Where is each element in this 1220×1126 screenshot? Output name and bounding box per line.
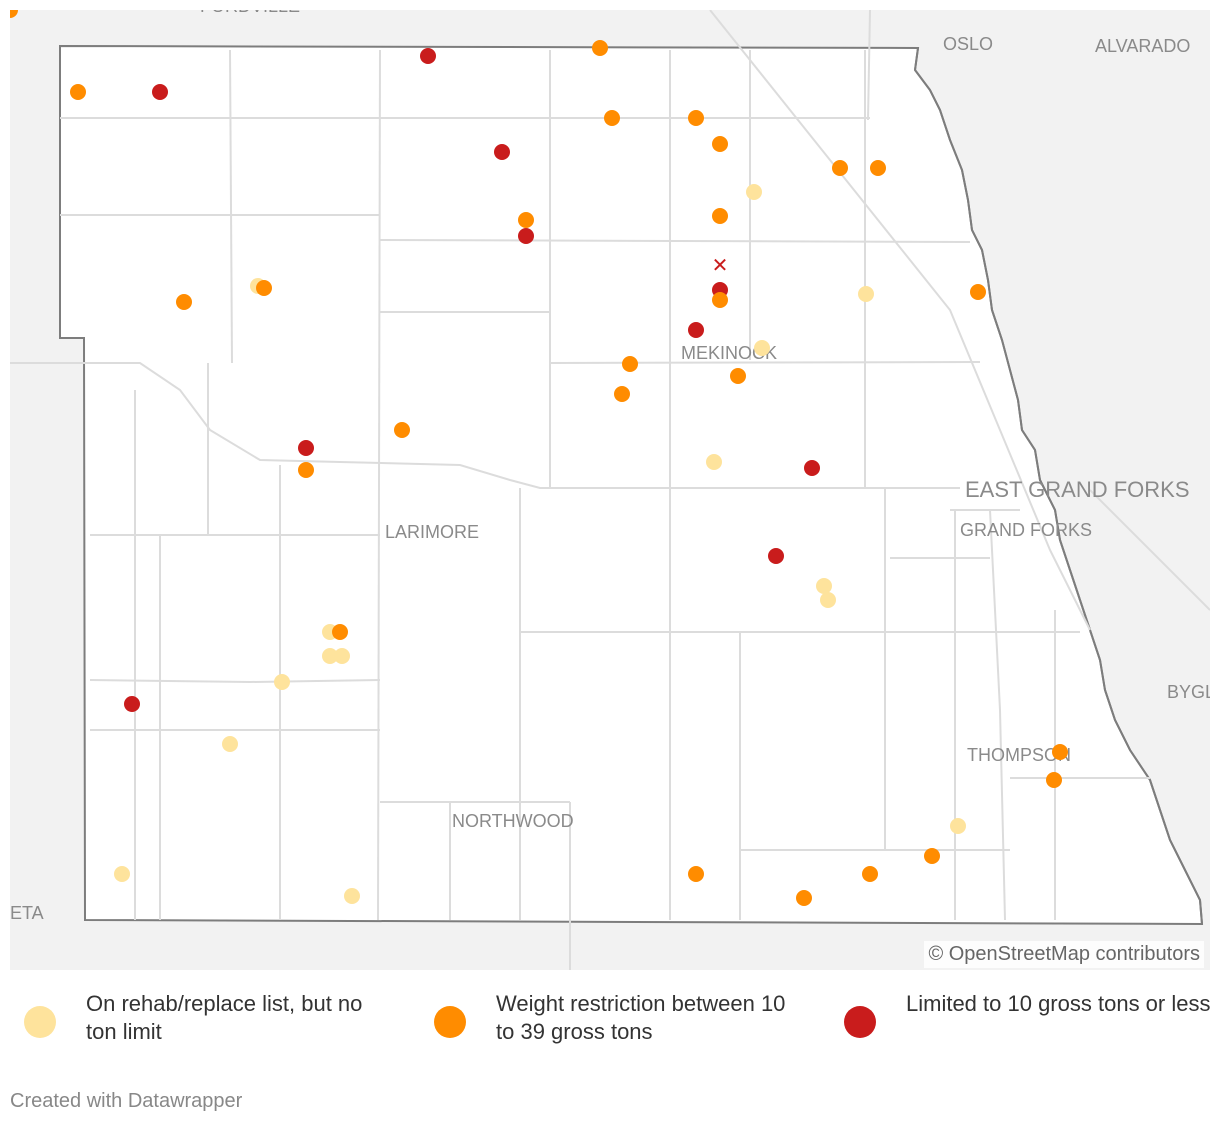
label-east-grand-forks: EAST GRAND FORKS — [965, 477, 1190, 502]
label-bygl: BYGL — [1167, 682, 1210, 702]
bridge-point-weight[interactable] — [730, 368, 746, 384]
legend-swatch-weight — [434, 1006, 466, 1038]
bridge-point-rehab[interactable] — [222, 736, 238, 752]
label-thompson: THOMPSON — [967, 745, 1071, 765]
legend-label-limited: Limited to 10 gross tons or less — [906, 991, 1211, 1016]
legend-item-weight: Weight restriction between 10 to 39 gros… — [434, 990, 806, 1046]
legend-item-rehab: On rehab/replace list, but no ton limit — [24, 990, 396, 1046]
bridge-point-limited[interactable] — [298, 440, 314, 456]
legend-label-rehab: On rehab/replace list, but no ton limit — [86, 991, 363, 1044]
label-eta: ETA — [10, 903, 44, 923]
bridge-point-weight[interactable] — [256, 280, 272, 296]
place-labels: FORDVILLE OSLO ALVARADO MEKINOCK LARIMOR… — [10, 10, 1210, 923]
label-northwood: NORTHWOOD — [452, 811, 574, 831]
bridge-point-limited[interactable] — [420, 48, 436, 64]
label-oslo: OSLO — [943, 34, 993, 54]
legend-swatch-rehab — [24, 1006, 56, 1038]
bridge-point-limited[interactable] — [494, 144, 510, 160]
legend-item-limited: Limited to 10 gross tons or less — [844, 990, 1216, 1038]
bridge-point-rehab[interactable] — [816, 578, 832, 594]
label-grand-forks: GRAND FORKS — [960, 520, 1092, 540]
map-canvas[interactable]: FORDVILLE OSLO ALVARADO MEKINOCK LARIMOR… — [10, 10, 1210, 970]
bridge-point-weight[interactable] — [712, 208, 728, 224]
road-network — [10, 10, 1210, 970]
bridge-point-rehab[interactable] — [114, 866, 130, 882]
bridge-point-weight[interactable] — [688, 866, 704, 882]
bridge-point-rehab[interactable] — [950, 818, 966, 834]
map[interactable]: FORDVILLE OSLO ALVARADO MEKINOCK LARIMOR… — [10, 10, 1210, 970]
bridge-point-weight[interactable] — [298, 462, 314, 478]
bridge-point-weight[interactable] — [688, 110, 704, 126]
bridge-point-weight[interactable] — [712, 292, 728, 308]
bridge-point-weight[interactable] — [176, 294, 192, 310]
bridge-point-weight[interactable] — [10, 10, 18, 18]
bridge-point-limited[interactable] — [124, 696, 140, 712]
bridge-point-limited[interactable] — [688, 322, 704, 338]
bridge-point-rehab[interactable] — [746, 184, 762, 200]
legend: On rehab/replace list, but no ton limit … — [24, 990, 1214, 1060]
bridge-point-rehab[interactable] — [820, 592, 836, 608]
bridge-point-weight[interactable] — [924, 848, 940, 864]
bridge-point-limited[interactable] — [804, 460, 820, 476]
legend-swatch-limited — [844, 1006, 876, 1038]
bridge-point-weight[interactable] — [970, 284, 986, 300]
bridge-point-limited[interactable] — [768, 548, 784, 564]
bridge-point-weight[interactable] — [70, 84, 86, 100]
bridge-point-weight[interactable] — [862, 866, 878, 882]
bridge-point-rehab[interactable] — [334, 648, 350, 664]
bridge-point-weight[interactable] — [394, 422, 410, 438]
label-fordville: FORDVILLE — [200, 10, 300, 16]
label-larimore: LARIMORE — [385, 522, 479, 542]
bridge-point-rehab[interactable] — [322, 648, 338, 664]
bridge-point-limited[interactable] — [518, 228, 534, 244]
bridge-point-rehab[interactable] — [858, 286, 874, 302]
bridge-point-weight[interactable] — [518, 212, 534, 228]
bridge-point-weight[interactable] — [604, 110, 620, 126]
legend-label-weight: Weight restriction between 10 to 39 gros… — [496, 991, 786, 1044]
bridge-point-weight[interactable] — [1046, 772, 1062, 788]
bridge-point-weight[interactable] — [712, 136, 728, 152]
bridge-point-weight[interactable] — [592, 40, 608, 56]
bridge-point-rehab[interactable] — [274, 674, 290, 690]
bridge-point-weight[interactable] — [1052, 744, 1068, 760]
map-attribution[interactable]: © OpenStreetMap contributors — [924, 941, 1204, 968]
footer-credit[interactable]: Created with Datawrapper — [10, 1090, 243, 1112]
bridge-point-weight[interactable] — [832, 160, 848, 176]
bridge-point-rehab[interactable] — [706, 454, 722, 470]
label-alvarado: ALVARADO — [1095, 36, 1190, 56]
bridge-point-weight[interactable] — [796, 890, 812, 906]
bridge-points: ✕ — [10, 10, 1068, 906]
bridge-point-rehab[interactable] — [754, 340, 770, 356]
bridge-point-weight[interactable] — [622, 356, 638, 372]
bridge-point-rehab[interactable] — [344, 888, 360, 904]
bridge-point-limited[interactable] — [152, 84, 168, 100]
river-red — [913, 47, 1203, 925]
bridge-point-weight[interactable] — [614, 386, 630, 402]
label-mekinock: MEKINOCK — [681, 343, 777, 363]
bridge-point-weight[interactable] — [870, 160, 886, 176]
bridge-point-weight[interactable] — [332, 624, 348, 640]
bridge-point-x-mark[interactable]: ✕ — [712, 253, 729, 277]
